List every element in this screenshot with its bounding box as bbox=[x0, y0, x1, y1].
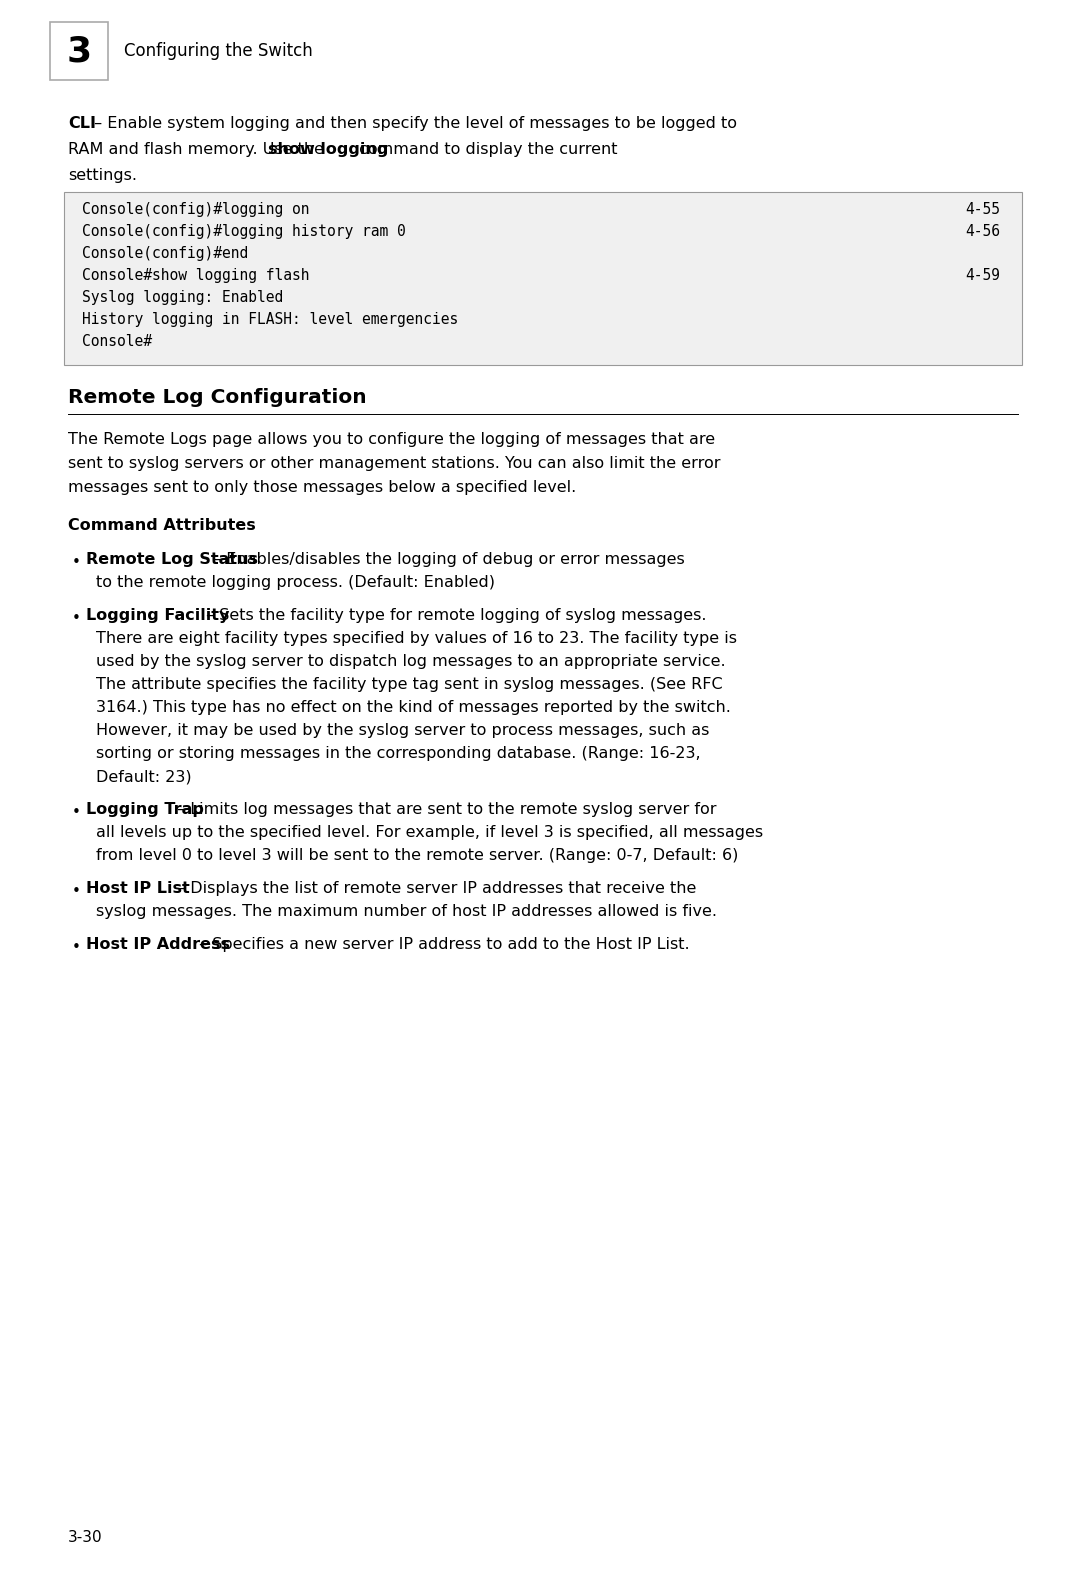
Text: settings.: settings. bbox=[68, 168, 137, 184]
Text: •: • bbox=[72, 556, 81, 570]
Text: Default: 23): Default: 23) bbox=[96, 769, 191, 783]
Text: Logging Facility: Logging Facility bbox=[86, 608, 229, 623]
Text: Host IP List: Host IP List bbox=[86, 881, 190, 896]
Text: syslog messages. The maximum number of host IP addresses allowed is five.: syslog messages. The maximum number of h… bbox=[96, 904, 717, 918]
Text: Configuring the Switch: Configuring the Switch bbox=[124, 42, 313, 60]
Text: show logging: show logging bbox=[268, 141, 389, 157]
Text: •: • bbox=[72, 611, 81, 626]
Text: The Remote Logs page allows you to configure the logging of messages that are: The Remote Logs page allows you to confi… bbox=[68, 432, 715, 447]
Text: •: • bbox=[72, 940, 81, 955]
Text: command to display the current: command to display the current bbox=[353, 141, 617, 157]
Text: History logging in FLASH: level emergencies: History logging in FLASH: level emergenc… bbox=[82, 312, 458, 327]
Text: – Enables/disables the logging of debug or error messages: – Enables/disables the logging of debug … bbox=[208, 553, 685, 567]
Text: sorting or storing messages in the corresponding database. (Range: 16-23,: sorting or storing messages in the corre… bbox=[96, 746, 701, 761]
Text: 3: 3 bbox=[67, 35, 92, 68]
Text: – Specifies a new server IP address to add to the Host IP List.: – Specifies a new server IP address to a… bbox=[194, 937, 690, 951]
Text: – Limits log messages that are sent to the remote syslog server for: – Limits log messages that are sent to t… bbox=[173, 802, 717, 816]
Text: – Displays the list of remote server IP addresses that receive the: – Displays the list of remote server IP … bbox=[173, 881, 697, 896]
Text: Console(config)#logging on: Console(config)#logging on bbox=[82, 203, 310, 217]
Text: Host IP Address: Host IP Address bbox=[86, 937, 230, 951]
Text: – Sets the facility type for remote logging of syslog messages.: – Sets the facility type for remote logg… bbox=[201, 608, 706, 623]
Text: sent to syslog servers or other management stations. You can also limit the erro: sent to syslog servers or other manageme… bbox=[68, 455, 720, 471]
Text: The attribute specifies the facility type tag sent in syslog messages. (See RFC: The attribute specifies the facility typ… bbox=[96, 677, 723, 692]
Text: Console(config)#end: Console(config)#end bbox=[82, 246, 248, 261]
Text: used by the syslog server to dispatch log messages to an appropriate service.: used by the syslog server to dispatch lo… bbox=[96, 655, 726, 669]
Text: Console#show logging flash: Console#show logging flash bbox=[82, 268, 310, 283]
Text: •: • bbox=[72, 884, 81, 900]
Bar bbox=[64, 192, 1022, 364]
Text: – Enable system logging and then specify the level of messages to be logged to: – Enable system logging and then specify… bbox=[90, 116, 738, 130]
Text: 4-59: 4-59 bbox=[966, 268, 1000, 283]
Text: from level 0 to level 3 will be sent to the remote server. (Range: 0-7, Default:: from level 0 to level 3 will be sent to … bbox=[96, 848, 739, 864]
Text: Command Attributes: Command Attributes bbox=[68, 518, 256, 532]
Text: Remote Log Status: Remote Log Status bbox=[86, 553, 258, 567]
FancyBboxPatch shape bbox=[50, 22, 108, 80]
Text: Logging Trap: Logging Trap bbox=[86, 802, 204, 816]
Text: to the remote logging process. (Default: Enabled): to the remote logging process. (Default:… bbox=[96, 575, 495, 590]
Text: There are eight facility types specified by values of 16 to 23. The facility typ: There are eight facility types specified… bbox=[96, 631, 737, 645]
Text: 4-55: 4-55 bbox=[966, 203, 1000, 217]
Text: 3164.) This type has no effect on the kind of messages reported by the switch.: 3164.) This type has no effect on the ki… bbox=[96, 700, 731, 714]
Text: Remote Log Configuration: Remote Log Configuration bbox=[68, 388, 366, 407]
Text: CLI: CLI bbox=[68, 116, 96, 130]
Text: 3-30: 3-30 bbox=[68, 1531, 103, 1545]
Text: Syslog logging: Enabled: Syslog logging: Enabled bbox=[82, 290, 283, 305]
Text: However, it may be used by the syslog server to process messages, such as: However, it may be used by the syslog se… bbox=[96, 724, 710, 738]
Text: 4-56: 4-56 bbox=[966, 225, 1000, 239]
Text: messages sent to only those messages below a specified level.: messages sent to only those messages bel… bbox=[68, 480, 577, 495]
Text: all levels up to the specified level. For example, if level 3 is specified, all : all levels up to the specified level. Fo… bbox=[96, 824, 764, 840]
Text: Console(config)#logging history ram 0: Console(config)#logging history ram 0 bbox=[82, 225, 406, 239]
Text: RAM and flash memory. Use the: RAM and flash memory. Use the bbox=[68, 141, 329, 157]
Text: Console#: Console# bbox=[82, 334, 152, 349]
Text: •: • bbox=[72, 805, 81, 820]
